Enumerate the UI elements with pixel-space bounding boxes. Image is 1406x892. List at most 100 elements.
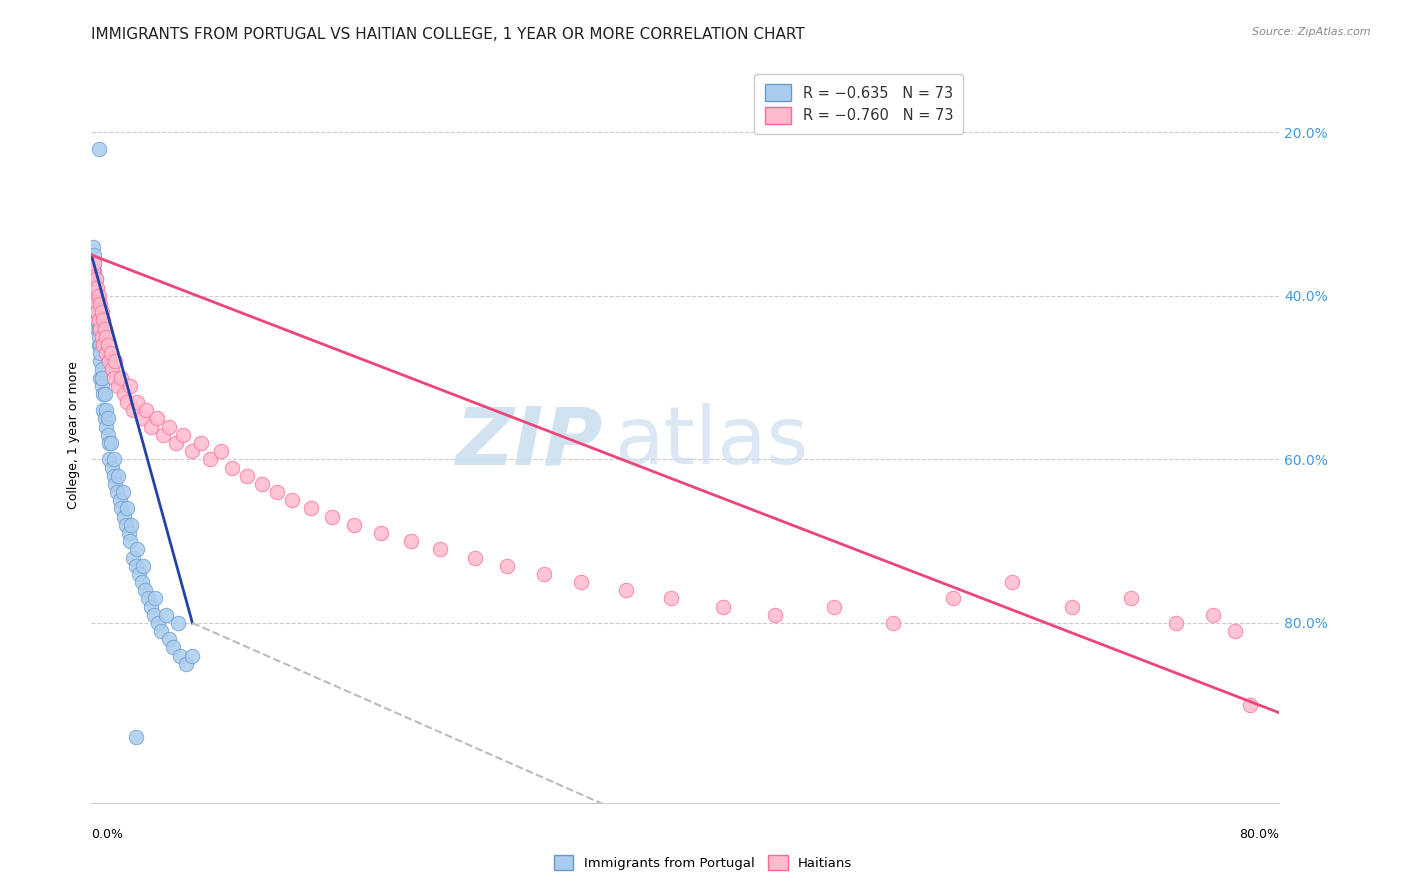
Point — [86, 321, 108, 335]
Point — [1001, 575, 1024, 590]
Point — [91, 338, 114, 352]
Point — [139, 419, 162, 434]
Point — [83, 281, 105, 295]
Point — [112, 509, 135, 524]
Point — [121, 517, 143, 532]
Point — [90, 362, 112, 376]
Point — [200, 452, 222, 467]
Point — [105, 485, 128, 500]
Point — [84, 297, 107, 311]
Point — [127, 395, 149, 409]
Point — [266, 485, 288, 500]
Legend: Immigrants from Portugal, Haitians: Immigrants from Portugal, Haitians — [547, 848, 859, 877]
Point — [148, 615, 170, 630]
Point — [128, 566, 150, 581]
Point — [823, 599, 845, 614]
Point — [89, 354, 111, 368]
Point — [90, 370, 112, 384]
Point — [112, 387, 135, 401]
Point — [97, 411, 120, 425]
Point — [83, 256, 105, 270]
Text: IMMIGRANTS FROM PORTUGAL VS HAITIAN COLLEGE, 1 YEAR OR MORE CORRELATION CHART: IMMIGRANTS FROM PORTUGAL VS HAITIAN COLL… — [91, 27, 806, 42]
Point — [143, 591, 166, 606]
Point — [132, 558, 155, 573]
Point — [1164, 615, 1187, 630]
Point — [104, 477, 127, 491]
Point — [87, 313, 110, 327]
Point — [131, 411, 153, 425]
Point — [96, 403, 118, 417]
Point — [122, 550, 145, 565]
Point — [110, 501, 132, 516]
Point — [131, 575, 153, 590]
Point — [111, 485, 134, 500]
Point — [370, 526, 392, 541]
Point — [100, 436, 122, 450]
Point — [108, 493, 131, 508]
Point — [82, 289, 104, 303]
Point — [86, 305, 108, 319]
Point — [127, 542, 149, 557]
Text: Source: ZipAtlas.com: Source: ZipAtlas.com — [1253, 27, 1371, 37]
Point — [90, 330, 112, 344]
Point — [87, 289, 110, 303]
Point — [321, 509, 343, 524]
Point — [1239, 698, 1261, 712]
Point — [94, 387, 117, 401]
Point — [94, 411, 117, 425]
Point — [571, 575, 593, 590]
Text: 80.0%: 80.0% — [1240, 828, 1279, 840]
Point — [100, 346, 122, 360]
Point — [165, 436, 187, 450]
Point — [157, 419, 180, 434]
Point — [89, 338, 111, 352]
Point — [86, 281, 108, 295]
Point — [464, 550, 486, 565]
Point — [84, 281, 107, 295]
Point — [281, 493, 304, 508]
Point — [135, 403, 157, 417]
Point — [84, 272, 107, 286]
Point — [942, 591, 965, 606]
Point — [122, 403, 145, 417]
Point — [115, 501, 138, 516]
Point — [399, 534, 422, 549]
Point — [763, 607, 786, 622]
Point — [429, 542, 451, 557]
Y-axis label: College, 1 year or more: College, 1 year or more — [67, 361, 80, 508]
Point — [1223, 624, 1246, 639]
Point — [145, 411, 167, 425]
Point — [87, 330, 110, 344]
Point — [659, 591, 682, 606]
Point — [83, 248, 105, 262]
Point — [1060, 599, 1083, 614]
Point — [90, 305, 112, 319]
Point — [84, 297, 107, 311]
Point — [343, 517, 366, 532]
Point — [107, 468, 129, 483]
Point — [614, 583, 637, 598]
Point — [125, 731, 148, 745]
Point — [103, 452, 125, 467]
Point — [97, 428, 120, 442]
Point — [157, 632, 180, 647]
Point — [84, 272, 107, 286]
Point — [166, 615, 188, 630]
Point — [172, 428, 194, 442]
Point — [107, 379, 129, 393]
Point — [250, 477, 273, 491]
Point — [84, 289, 107, 303]
Point — [103, 370, 125, 384]
Text: ZIP: ZIP — [456, 403, 602, 481]
Point — [86, 305, 108, 319]
Point — [82, 264, 104, 278]
Legend: R = −0.635   N = 73, R = −0.760   N = 73: R = −0.635 N = 73, R = −0.760 N = 73 — [755, 74, 963, 134]
Point — [86, 289, 108, 303]
Point — [101, 362, 124, 376]
Point — [533, 566, 555, 581]
Point — [96, 419, 118, 434]
Point — [496, 558, 519, 573]
Point — [101, 460, 124, 475]
Point — [711, 599, 734, 614]
Point — [150, 624, 173, 639]
